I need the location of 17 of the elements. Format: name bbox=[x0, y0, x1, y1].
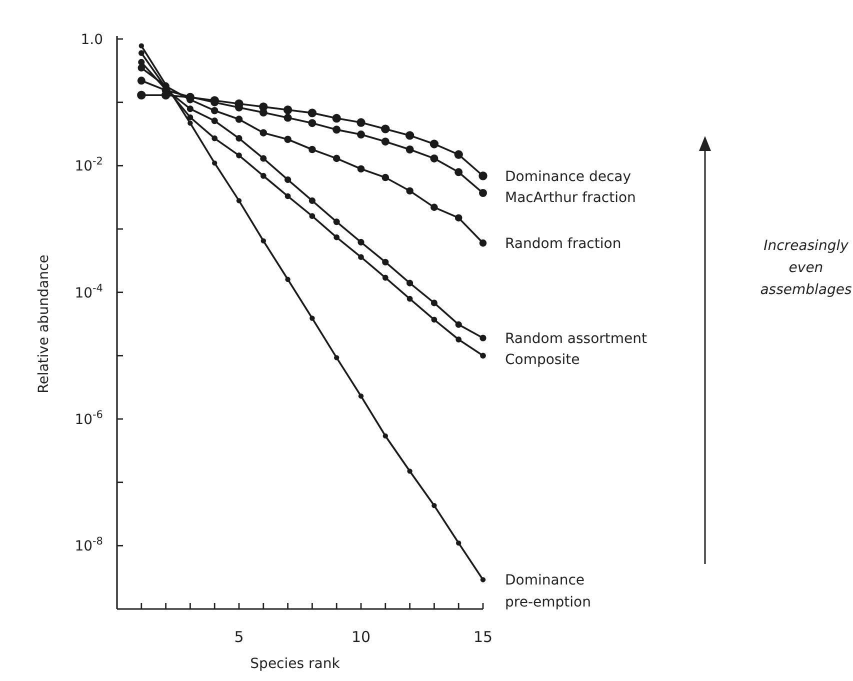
y-tick-label: 1.0 bbox=[80, 32, 103, 48]
y-axis-title: Relative abundance bbox=[36, 254, 52, 394]
text: Increasingly even assemblages bbox=[760, 238, 852, 298]
series-label: Dominance decay bbox=[505, 168, 632, 185]
x-tick-label: 15 bbox=[473, 628, 493, 646]
x-tick-label: 5 bbox=[234, 628, 244, 646]
y-tick-label: 10$^{-8}$ bbox=[74, 536, 103, 555]
x-axis-title: Species rank bbox=[250, 656, 341, 672]
y-tick-label: 10$^{-6}$ bbox=[74, 409, 104, 428]
series-label: Random fraction bbox=[505, 236, 622, 252]
series-label: Dominance pre-emption bbox=[505, 572, 591, 611]
y-tick-label: 10$^{-2}$ bbox=[74, 156, 103, 175]
series-label: MacArthur fraction bbox=[505, 190, 636, 206]
series-label: Composite bbox=[505, 352, 580, 368]
y-tick-label: 10$^{-4}$ bbox=[74, 282, 104, 302]
x-tick-label: 10 bbox=[351, 628, 371, 646]
series-label: Random assortment bbox=[505, 331, 648, 348]
